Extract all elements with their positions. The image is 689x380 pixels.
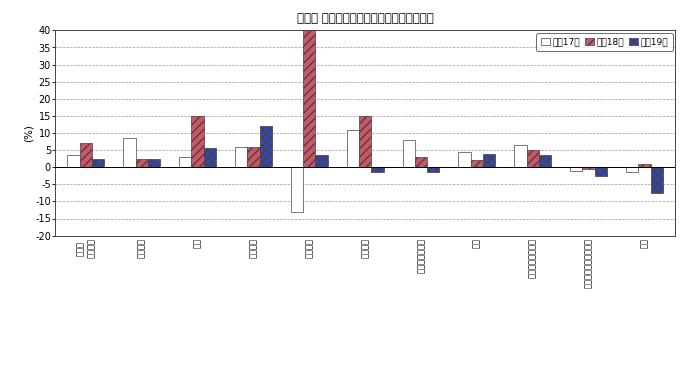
Bar <box>68 155 80 167</box>
Bar <box>483 154 495 167</box>
Bar <box>192 116 204 167</box>
Bar <box>204 148 216 167</box>
Bar <box>148 159 160 167</box>
Bar <box>582 167 595 169</box>
Bar <box>638 164 650 167</box>
Bar <box>80 143 92 167</box>
Bar <box>526 150 539 167</box>
Bar <box>235 147 247 167</box>
Bar <box>179 157 192 167</box>
Bar <box>458 152 471 167</box>
Bar <box>123 138 136 167</box>
Bar <box>514 145 526 167</box>
Legend: 平成17年, 平成18年, 平成19年: 平成17年, 平成18年, 平成19年 <box>536 33 672 51</box>
Bar <box>316 155 328 167</box>
Bar <box>650 167 663 193</box>
Bar <box>427 167 440 173</box>
Bar <box>136 159 148 167</box>
Bar <box>371 167 384 173</box>
Bar <box>92 159 104 167</box>
Bar <box>570 167 582 171</box>
Bar <box>402 140 415 167</box>
Bar <box>303 30 316 167</box>
Bar <box>359 116 371 167</box>
Bar <box>415 157 427 167</box>
Bar <box>291 167 303 212</box>
Y-axis label: (%): (%) <box>23 124 34 142</box>
Bar <box>347 130 359 167</box>
Bar <box>539 155 551 167</box>
Bar <box>595 167 607 176</box>
Bar <box>247 147 260 167</box>
Bar <box>626 167 638 173</box>
Bar <box>471 160 483 167</box>
Title: 図－２ 主要業種別生産指数の前年比の推移: 図－２ 主要業種別生産指数の前年比の推移 <box>297 12 433 25</box>
Bar <box>260 126 272 167</box>
